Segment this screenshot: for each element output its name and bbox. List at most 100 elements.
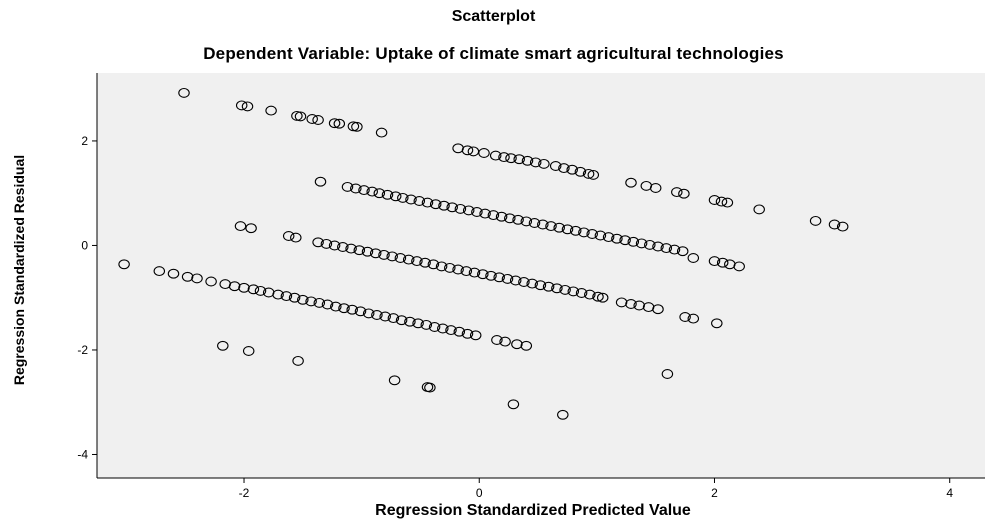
data-point: [313, 297, 326, 308]
data-point: [421, 197, 434, 208]
data-point: [489, 150, 502, 161]
data-point: [584, 289, 596, 300]
data-point: [504, 213, 516, 224]
data-point: [306, 114, 318, 124]
data-point: [353, 245, 366, 256]
data-point: [513, 154, 525, 165]
data-point: [328, 240, 341, 251]
data-point: [312, 115, 324, 125]
data-point: [708, 256, 721, 267]
data-point: [509, 275, 522, 286]
data-point: [529, 157, 542, 168]
data-point: [178, 87, 190, 98]
data-point: [217, 340, 229, 351]
data-point: [444, 262, 456, 273]
data-point: [499, 336, 511, 347]
data-point: [652, 241, 664, 252]
data-point: [652, 304, 664, 315]
data-point: [471, 207, 483, 217]
data-point: [711, 318, 723, 329]
data-point: [412, 318, 424, 329]
data-point: [330, 301, 342, 312]
x-tick-label: -2: [239, 486, 250, 500]
data-point: [452, 264, 464, 275]
data-point: [586, 229, 598, 239]
data-point: [545, 221, 557, 232]
data-point: [428, 322, 441, 332]
data-point: [619, 235, 631, 246]
data-point: [369, 248, 382, 259]
data-point: [453, 326, 466, 337]
x-axis-label: Regression Standardized Predicted Value: [375, 502, 691, 519]
data-point: [345, 243, 357, 254]
data-point: [118, 259, 130, 270]
data-point: [235, 100, 248, 111]
data-point: [405, 194, 417, 205]
data-point: [191, 273, 203, 284]
data-point: [314, 176, 327, 187]
data-point: [245, 223, 257, 234]
y-tick-label: 2: [81, 134, 88, 148]
data-point: [294, 111, 307, 122]
data-point: [526, 278, 538, 289]
data-point: [501, 273, 514, 284]
data-point: [387, 313, 400, 324]
data-point: [594, 230, 607, 241]
data-point: [292, 355, 304, 366]
data-point: [375, 127, 388, 138]
data-point: [445, 325, 457, 336]
data-point: [582, 168, 595, 179]
data-point: [454, 203, 467, 214]
data-point: [378, 249, 390, 260]
data-point: [587, 169, 600, 180]
data-point: [394, 253, 407, 263]
data-point: [478, 148, 490, 158]
data-point: [542, 281, 555, 292]
data-point: [247, 284, 260, 295]
data-point: [498, 152, 510, 163]
data-point: [437, 323, 449, 334]
x-tick-label: 4: [946, 486, 953, 500]
data-point: [828, 219, 841, 230]
x-tick-label: 0: [476, 486, 483, 500]
data-point: [460, 266, 473, 277]
data-point: [462, 205, 475, 216]
data-point: [627, 236, 640, 247]
data-point: [254, 285, 267, 296]
data-point: [716, 257, 729, 268]
data-point: [402, 254, 415, 265]
data-point: [479, 208, 491, 219]
data-point: [388, 375, 401, 386]
y-tick-label: -2: [77, 343, 88, 357]
data-point: [404, 316, 416, 327]
data-point: [381, 189, 394, 200]
data-point: [234, 221, 247, 232]
data-point: [569, 225, 582, 236]
data-point: [424, 382, 436, 393]
data-point: [242, 346, 255, 356]
data-point: [493, 272, 505, 283]
data-point: [362, 308, 375, 319]
data-point: [521, 155, 534, 166]
data-point: [395, 315, 408, 326]
data-point: [354, 306, 367, 317]
data-point: [538, 158, 550, 169]
data-point: [553, 222, 565, 233]
x-tick-label: 2: [711, 486, 718, 500]
data-point: [358, 185, 370, 196]
data-point: [361, 246, 374, 257]
data-point: [238, 282, 250, 293]
data-point: [507, 399, 520, 410]
data-point: [549, 161, 562, 171]
data-point: [649, 183, 662, 193]
data-point: [446, 202, 458, 213]
data-point: [389, 191, 402, 202]
data-point: [371, 310, 383, 320]
data-point: [635, 238, 648, 249]
data-point: [495, 211, 508, 222]
data-point: [411, 256, 423, 267]
data-point: [561, 224, 574, 235]
data-point: [721, 197, 734, 208]
data-point: [687, 253, 700, 263]
data-point: [505, 153, 517, 164]
